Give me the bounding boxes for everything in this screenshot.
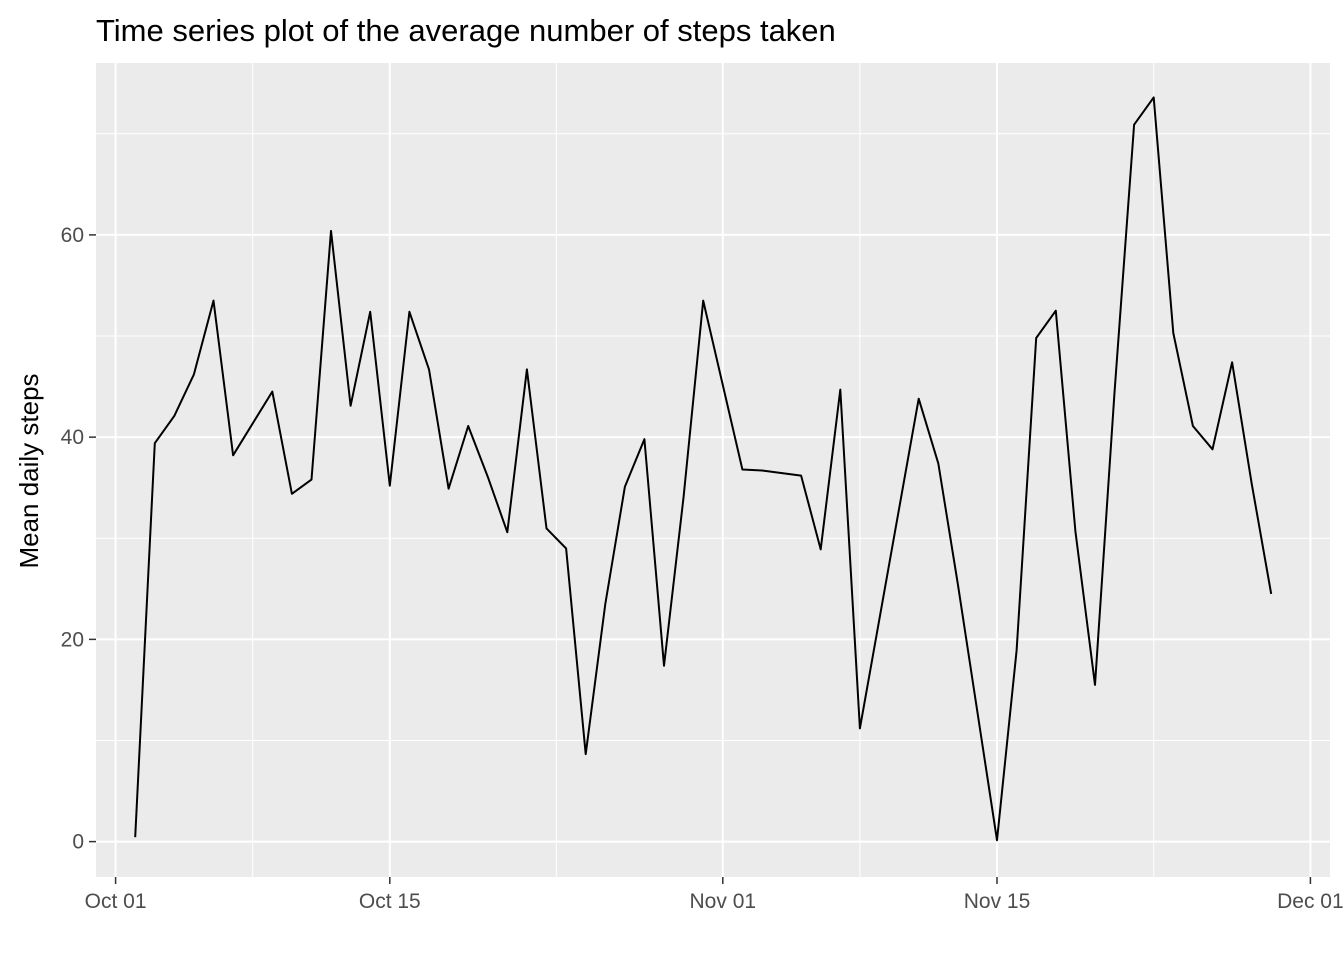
y-tick-label: 0 [72, 831, 84, 854]
x-tick-label: Dec 01 [1277, 890, 1344, 913]
x-axis-ticks: Oct 01 Oct 15 Nov 01 Nov 15 Dec 01 [85, 877, 1344, 913]
y-tick-label: 60 [61, 224, 84, 247]
y-tick-label: 20 [61, 628, 84, 651]
x-tick-label: Oct 01 [85, 890, 147, 913]
chart-title: Time series plot of the average number o… [96, 13, 836, 48]
major-gridlines [96, 63, 1330, 877]
y-tick-label: 40 [61, 426, 84, 449]
x-tick-label: Nov 15 [964, 890, 1031, 913]
plot-panel [96, 63, 1330, 877]
x-tick-label: Oct 15 [359, 890, 421, 913]
x-tick-label: Nov 01 [690, 890, 757, 913]
y-axis-label: Mean daily steps [14, 373, 44, 568]
series-line [134, 96, 1273, 842]
y-axis-ticks: 0 20 40 60 [61, 224, 96, 854]
minor-gridlines [96, 63, 1330, 877]
